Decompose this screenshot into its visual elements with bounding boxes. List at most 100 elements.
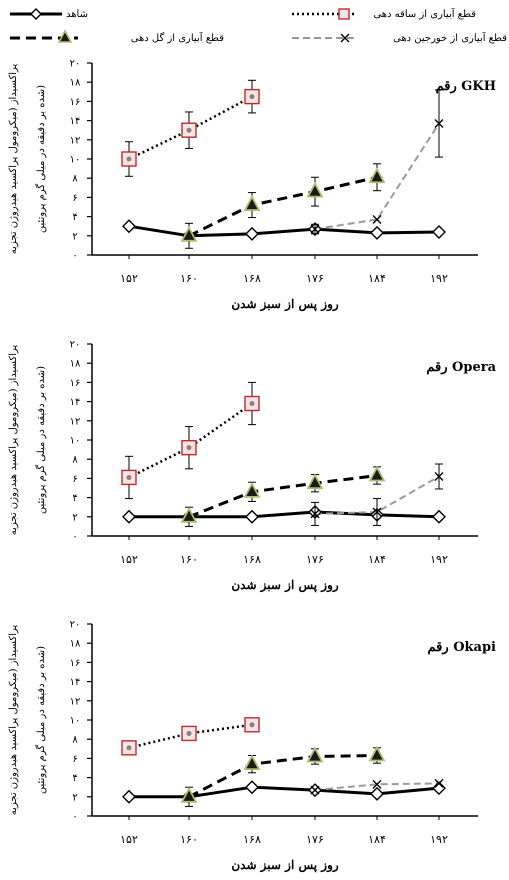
legend-marker-flower [57,29,73,43]
x-tick-label: ۱۸۴ [368,553,386,566]
y-tick-label: ۱۰ [70,155,81,166]
series-line-control [129,785,440,799]
series-line-control [128,224,440,238]
data-point-flower [180,225,198,242]
y-tick-label: ۱۴ [70,397,81,408]
y-tick-label: ۶ [72,474,77,485]
x-tick-label: ۱۶۰ [180,833,198,846]
data-point-tuber [434,778,444,788]
data-point-flower [180,506,198,523]
data-point-stem-center [186,127,192,133]
y-tick-label: ۱۶ [70,378,81,389]
data-point-tuber [310,224,320,234]
x-axis-title: روز پس از سبز شدن [231,858,339,873]
data-point-stem-center [126,156,132,162]
y-tick-label: ۱۸ [70,78,81,89]
data-point-flower [306,473,324,490]
data-point-control [245,226,259,241]
y-tick-label: ۱۲ [70,135,81,146]
series-line-flower [188,474,378,519]
legend-marker-stem [338,8,350,20]
data-point-stem-center [186,445,192,451]
data-point-control [370,225,384,240]
y-axis-title-line2: شده بر دقیقه در میلی گرم پروتئین) [35,646,47,794]
x-tick-label: ۱۹۲ [430,833,448,846]
y-tick-label: ۱۸ [70,639,81,650]
series-line-flower [188,754,378,799]
data-point-stem-center [249,94,255,100]
x-tick-label: ۱۵۲ [120,272,138,285]
data-point-tuber [372,779,382,789]
y-tick-label: ۶ [72,193,77,204]
data-point-tuber [372,214,382,224]
x-tick-label: ۱۷۶ [306,272,324,285]
x-tick-label: ۱۷۶ [306,553,324,566]
chart-panel: ۰ ۲ ۴ ۶ ۸ ۱۰ ۱۲ ۱۴ ۱۶ ۱۸ ۲۰ ۱۵۲ ۱۶۰ ۱۶۸ ۱۷۶ ۱۸۴ ۱۹۲ روز پ… [8,59,496,313]
data-point-flower [243,754,261,771]
y-axis-title: پراکسیداز (میکرومول پراکسید هیدروژن تجزی… [8,63,19,254]
legend-label-control: شاهد [66,9,88,20]
y-tick-label: ۱۶ [70,658,81,669]
y-tick-label: ۰ [72,251,77,262]
panel-title: رقم GKH [436,79,496,94]
x-tick-label: ۱۷۶ [306,833,324,846]
y-tick-label: ۱۶ [70,97,81,108]
data-point-tuber [310,785,320,795]
series-line-tuber [314,122,440,231]
y-tick-label: ۰ [72,812,77,823]
y-tick-label: ۴ [72,773,77,784]
y-tick-label: ۴ [72,493,77,504]
y-axis-title: پراکسیداز (میکرومول پراکسید هیدروژن تجزی… [8,624,19,815]
data-point-flower [368,465,386,482]
legend-item-stem: قطع آبیاری از ساقه دهی [292,7,476,20]
data-point-control [370,786,384,801]
data-point-tuber [372,507,382,517]
series-line-control [129,510,440,519]
chart-panel: ۰ ۲ ۴ ۶ ۸ ۱۰ ۱۲ ۱۴ ۱۶ ۱۸ ۲۰ ۱۵۲ ۱۶۰ ۱۶۸ ۱۷۶ ۱۸۴ ۱۹۲ روز پ… [8,340,497,594]
data-point-stem-center [249,401,255,407]
y-tick-label: ۱۴ [70,677,81,688]
data-point-stem-center [249,722,255,728]
legend-item-tuber: قطع آبیاری از خورجین دهی [292,31,507,44]
legend-label-tuber: قطع آبیاری از خورجین دهی [393,31,507,44]
y-tick-label: ۲ [72,231,77,242]
y-tick-label: ۲۰ [70,620,81,631]
y-tick-label: ۸ [72,735,78,746]
x-tick-label: ۱۶۸ [243,553,261,566]
data-point-flower [180,786,198,803]
legend: شاهد قطع آبیاری از گل دهی قطع آبیاری از … [10,7,507,44]
x-axis-title: روز پس از سبز شدن [231,578,339,593]
data-point-tuber [434,471,444,481]
data-point-flower [306,181,324,198]
data-point-control [122,509,136,524]
x-tick-label: ۱۵۲ [120,553,138,566]
y-tick-label: ۲ [72,512,77,523]
series-line-flower [188,175,378,238]
x-tick-label: ۱۶۰ [180,272,198,285]
y-tick-label: ۱۴ [70,116,81,127]
x-tick-label: ۱۶۸ [243,833,261,846]
x-tick-label: ۱۸۴ [368,833,386,846]
x-axis-title: روز پس از سبز شدن [231,297,339,312]
y-tick-label: ۶ [72,754,77,765]
data-point-stem-center [126,745,132,751]
y-tick-label: ۸ [72,455,78,466]
data-point-control [432,509,446,524]
x-tick-label: ۱۶۸ [243,272,261,285]
data-point-control [432,781,446,796]
data-point-control [245,509,259,524]
chart-panel: ۰ ۲ ۴ ۶ ۸ ۱۰ ۱۲ ۱۴ ۱۶ ۱۸ ۲۰ ۱۵۲ ۱۶۰ ۱۶۸ ۱۷۶ ۱۸۴ ۱۹۲ روز پ… [8,620,496,874]
y-tick-label: ۱۲ [70,696,81,707]
data-point-control [122,219,136,234]
y-axis-title-line2: شده بر دقیقه در میلی گرم پروتئین) [35,366,47,514]
x-tick-label: ۱۵۲ [120,833,138,846]
x-tick-label: ۱۹۲ [430,553,448,566]
data-point-flower [368,745,386,762]
y-tick-label: ۲ [72,792,77,803]
data-point-control [432,224,446,239]
data-point-flower [306,746,324,763]
y-tick-label: ۸ [72,174,78,185]
y-tick-label: ۴ [72,212,77,223]
